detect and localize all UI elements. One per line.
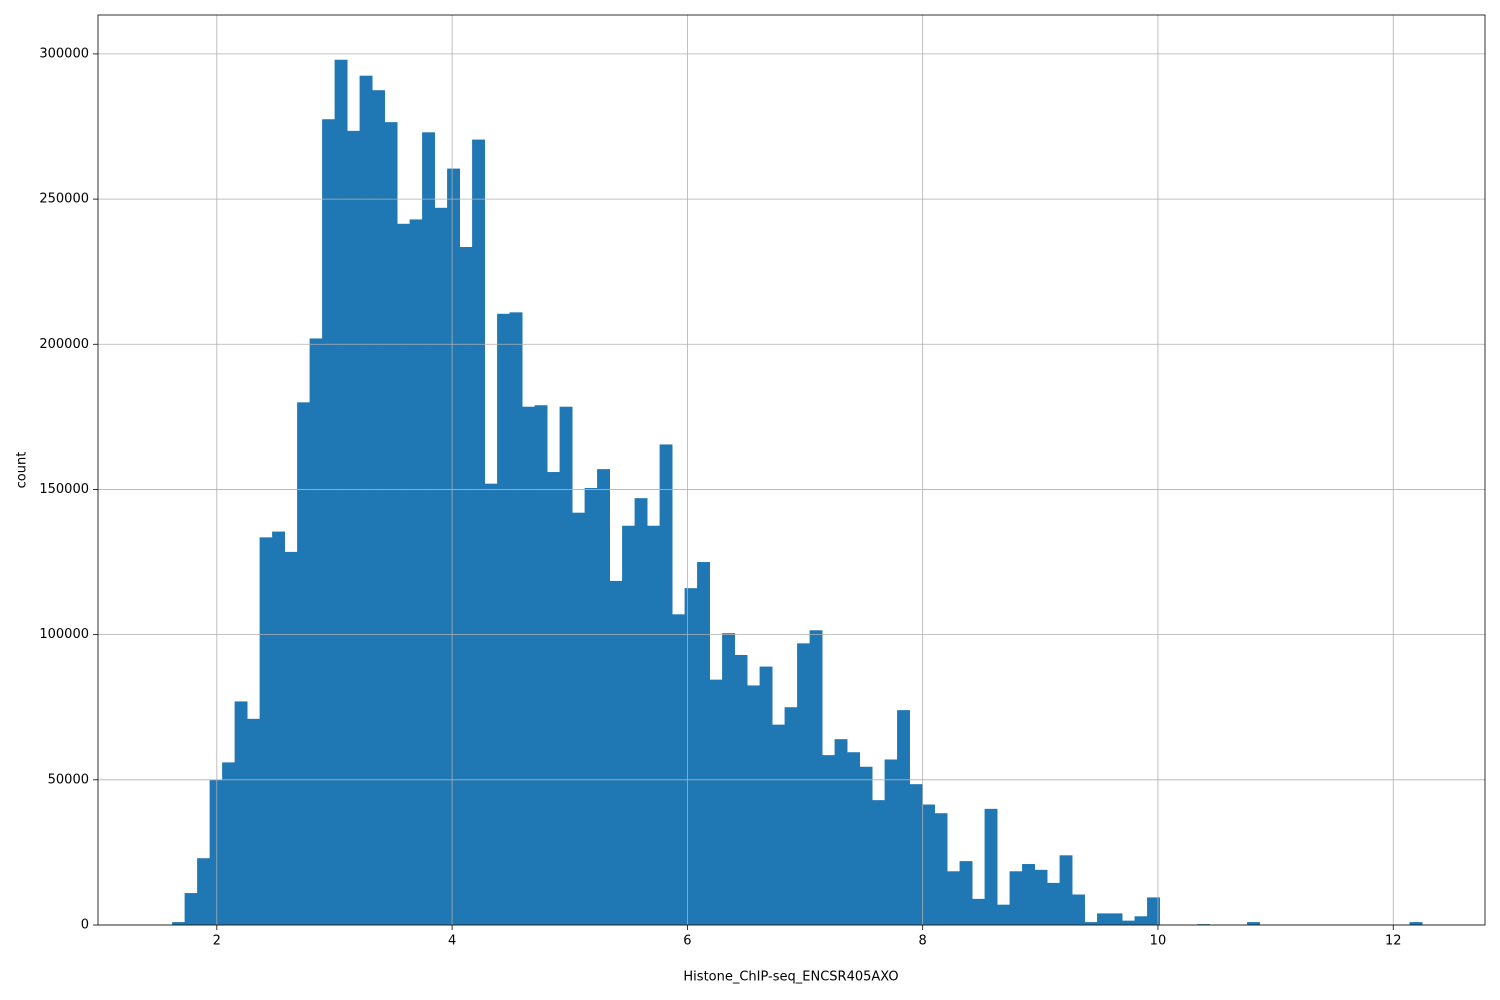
y-tick-label: 250000 (39, 192, 89, 207)
bar (397, 223, 411, 925)
y-axis-label: count (15, 452, 30, 489)
bar (359, 75, 373, 925)
bar (734, 654, 748, 925)
bar (797, 643, 810, 925)
bar (772, 724, 785, 925)
bar (634, 498, 648, 925)
bar (422, 132, 436, 926)
x-tick-label: 12 (1385, 934, 1402, 949)
bar (172, 922, 186, 925)
bar (647, 525, 660, 925)
bar (897, 710, 910, 925)
bar (459, 247, 473, 926)
bar (509, 312, 523, 925)
bar (622, 525, 635, 925)
bar (784, 707, 798, 925)
bar (272, 531, 286, 925)
bar (997, 904, 1010, 925)
y-tick-label: 200000 (39, 337, 89, 352)
bar (859, 766, 873, 925)
y-tick-label: 300000 (39, 46, 89, 61)
bar (672, 614, 685, 925)
bar (934, 813, 948, 925)
x-tick-label: 2 (213, 934, 221, 949)
bar (334, 59, 348, 926)
bar (247, 718, 261, 925)
bar (497, 313, 511, 925)
bar (347, 130, 361, 926)
bar (747, 685, 760, 925)
bar (684, 588, 698, 925)
bar (384, 122, 398, 925)
bar (984, 808, 998, 925)
bar (534, 405, 548, 925)
bar (1097, 913, 1110, 925)
bar (709, 679, 723, 925)
bar (547, 472, 560, 925)
bar (659, 444, 673, 925)
bar (372, 90, 386, 925)
bar (522, 406, 535, 926)
bar (447, 168, 461, 926)
bar (484, 483, 498, 925)
bar (284, 551, 298, 925)
bar (572, 512, 585, 925)
bar (909, 784, 923, 925)
bar (822, 755, 835, 925)
bar (847, 752, 860, 925)
x-tick-label: 10 (1150, 934, 1167, 949)
y-tick-label: 150000 (39, 482, 89, 497)
x-tick-label: 6 (683, 934, 691, 949)
bar (1022, 864, 1035, 925)
bar (1134, 916, 1148, 925)
x-tick-label: 4 (448, 934, 456, 949)
x-axis-label: Histone_ChIP-seq_ENCSR405AXO (683, 970, 898, 985)
bar (759, 666, 773, 925)
y-tick-label: 50000 (48, 772, 89, 787)
bar (697, 562, 710, 925)
bar (309, 338, 323, 925)
bar (922, 804, 935, 925)
bar (1034, 869, 1048, 925)
bar (1409, 922, 1423, 925)
y-tick-label: 0 (81, 918, 89, 933)
bar (947, 871, 960, 925)
bar (209, 779, 223, 925)
bar (1247, 922, 1260, 925)
bar (872, 800, 885, 925)
bar (1059, 855, 1073, 925)
bar (972, 898, 985, 925)
bar (322, 119, 336, 925)
bar (1047, 882, 1060, 925)
bar (559, 406, 573, 926)
bar (297, 402, 311, 926)
bar (1197, 924, 1210, 925)
bar (234, 701, 248, 925)
x-tick-label: 8 (919, 934, 927, 949)
plot-frame (97, 14, 1486, 926)
bar (472, 139, 486, 926)
bar (809, 630, 823, 925)
bar (1122, 920, 1135, 925)
bar (584, 488, 598, 925)
bar (1072, 894, 1085, 925)
bar (722, 633, 735, 925)
bar (1147, 897, 1160, 925)
bar (959, 861, 973, 925)
bar (184, 893, 198, 925)
bar (259, 537, 273, 925)
bar (197, 858, 211, 925)
bar (434, 207, 448, 926)
bar (834, 739, 848, 925)
bar (884, 759, 898, 925)
bar (597, 469, 610, 925)
y-tick-label: 100000 (39, 627, 89, 642)
bar (222, 762, 236, 925)
bar (1084, 922, 1098, 925)
bar (409, 219, 423, 925)
bar (1009, 871, 1023, 925)
bar (1109, 913, 1123, 925)
bar (609, 580, 623, 925)
